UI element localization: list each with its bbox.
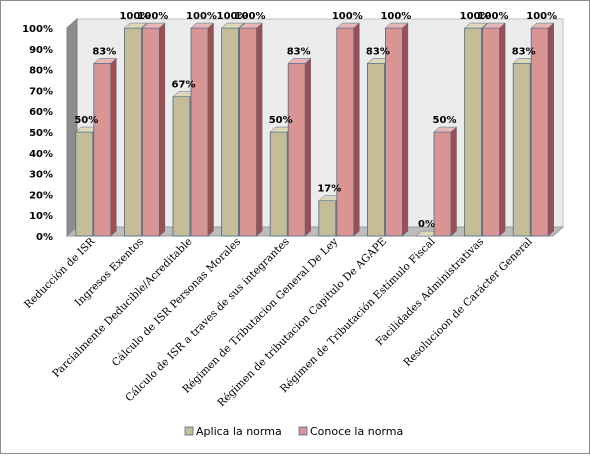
bar — [483, 23, 506, 236]
bar-front — [513, 63, 530, 236]
data-label: 83% — [92, 46, 116, 57]
category-label: Cálculo de ISR a traves de sus integrant… — [123, 236, 292, 405]
legend-swatch — [185, 427, 193, 435]
bar — [191, 23, 214, 236]
y-tick-label: 90% — [29, 45, 53, 56]
legend-item: Conoce la norma — [299, 425, 403, 438]
bar-front — [319, 201, 336, 236]
y-tick-label: 30% — [29, 170, 53, 181]
bar-side — [305, 58, 311, 236]
bar-side — [500, 23, 506, 236]
bar — [288, 58, 311, 236]
bar-front — [222, 28, 239, 236]
bar-side — [257, 23, 263, 236]
bar-front — [94, 63, 111, 236]
bar-front — [173, 97, 190, 236]
bar-side — [354, 23, 360, 236]
data-label: 50% — [433, 115, 457, 126]
y-tick-label: 10% — [29, 211, 53, 222]
legend-label: Aplica la norma — [196, 425, 282, 438]
legend: Aplica la norma Conoce la norma — [185, 425, 403, 438]
bar — [94, 58, 117, 236]
bar-side — [159, 23, 165, 236]
data-label: 83% — [287, 46, 311, 57]
data-label: 100% — [380, 11, 411, 22]
bar-side — [451, 127, 457, 236]
bar — [337, 23, 360, 236]
bar-front — [191, 28, 208, 236]
y-tick-label: 0% — [36, 232, 53, 243]
y-tick-label: 100% — [22, 24, 53, 35]
bar — [434, 127, 457, 236]
data-label: 67% — [172, 80, 196, 91]
bar-front — [385, 28, 402, 236]
bar-front — [142, 28, 159, 236]
data-label: 100% — [235, 11, 266, 22]
bar-front — [270, 132, 287, 236]
bar-front — [434, 132, 451, 236]
data-label: 100% — [526, 11, 557, 22]
data-label: 100% — [478, 11, 509, 22]
bar-front — [76, 132, 93, 236]
bar-front — [465, 28, 482, 236]
bar-side — [208, 23, 214, 236]
bar-side — [548, 23, 554, 236]
data-label: 100% — [137, 11, 168, 22]
y-tick-label: 50% — [29, 128, 53, 139]
bar-front — [367, 63, 384, 236]
bar — [142, 23, 165, 236]
data-label: 100% — [186, 11, 217, 22]
y-tick-label: 60% — [29, 107, 53, 118]
y-axis-ticks: 0% 10% 20% 30% 40% 50% 60% 70% 80% 90% 100% — [22, 24, 53, 243]
data-label: 50% — [269, 115, 293, 126]
bar-front — [337, 28, 354, 236]
data-label: 50% — [74, 115, 98, 126]
data-label: 100% — [332, 11, 363, 22]
y-tick-label: 70% — [29, 86, 53, 97]
legend-item: Aplica la norma — [185, 425, 282, 438]
legend-label: Conoce la norma — [310, 425, 403, 438]
bar-front — [240, 28, 257, 236]
y-tick-label: 20% — [29, 190, 53, 201]
data-label: 83% — [512, 46, 536, 57]
data-label: 17% — [317, 184, 341, 195]
bar-front — [124, 28, 141, 236]
bar-side — [111, 58, 117, 236]
bar-front — [483, 28, 500, 236]
bar-side — [402, 23, 408, 236]
legend-swatch — [299, 427, 307, 435]
bar — [240, 23, 263, 236]
y-tick-label: 40% — [29, 149, 53, 160]
y-tick-label: 80% — [29, 66, 53, 77]
bar-front — [531, 28, 548, 236]
category-label: Régimen de tributacion Capitulo De AGAPE — [215, 236, 389, 410]
data-label: 83% — [366, 46, 390, 57]
data-label: 0% — [418, 219, 435, 230]
bar-front — [288, 63, 305, 236]
